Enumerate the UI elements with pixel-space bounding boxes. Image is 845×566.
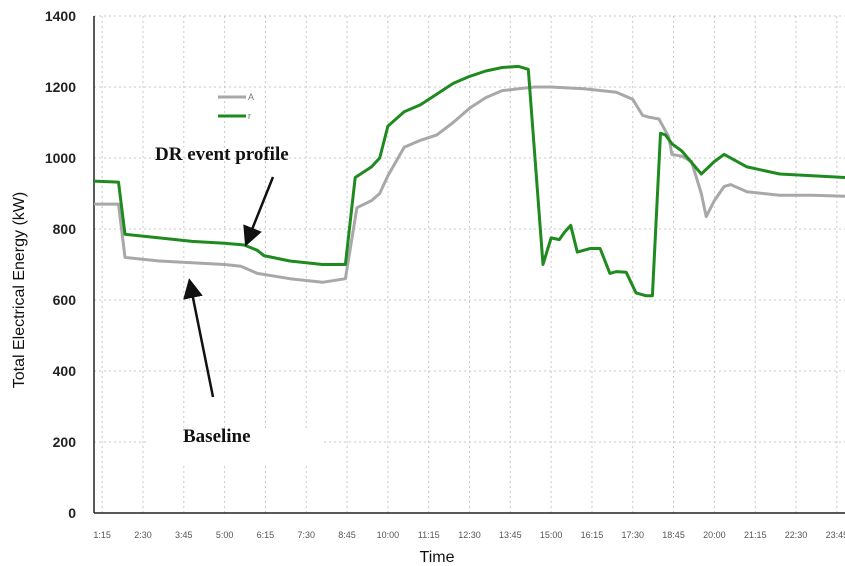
y-axis-label: Total Electrical Energy (kW) [11,192,28,389]
y-tick-label: 200 [53,434,77,450]
grid [94,15,845,513]
y-tick-label: 800 [53,221,77,237]
x-tick-label: 22:30 [785,530,808,540]
y-tick-label: 0 [68,505,76,521]
legend-label-r: r [248,111,251,121]
y-tick-label: 1000 [45,150,76,166]
x-tick-label: 10:00 [377,530,400,540]
x-tick-label: 12:30 [458,530,481,540]
annotation-baseline: Baseline [183,426,251,447]
x-tick-label: 16:15 [581,530,604,540]
x-tick-label: 20:00 [703,530,726,540]
x-tick-label: 2:30 [134,530,152,540]
series-group [93,64,845,298]
x-tick-label: 5:00 [216,530,234,540]
x-tick-label: 17:30 [621,530,644,540]
annotation-arrow-baseline [183,278,215,398]
axes [93,16,845,514]
legend-label-a: A [248,92,254,102]
y-tick-label: 600 [53,292,77,308]
x-tick-label: 8:45 [338,530,356,540]
annotation-arrow-dr-event [243,176,275,247]
y-tick-label: 400 [53,363,77,379]
y-tick-label: 1200 [45,79,76,95]
x-tick-label: 6:15 [257,530,275,540]
x-tick-label: 7:30 [297,530,315,540]
x-tick-label: 15:00 [540,530,563,540]
x-tick-label: 13:45 [499,530,522,540]
y-tick-labels: 0 200 400 600 800 1000 1200 1400 [45,8,76,521]
x-tick-label: 1:15 [93,530,111,540]
baseline-label-box [146,428,322,464]
annotation-dr-event-profile: DR event profile [155,144,289,165]
x-axis-label: Time [420,549,455,566]
y-tick-label: 1400 [45,8,76,24]
x-tick-label: 23:45 [826,530,845,540]
x-tick-label: 11:15 [418,530,440,540]
x-tick-label: 3:45 [175,530,193,540]
series-line-r [93,64,845,298]
series-line-a [94,85,845,284]
x-tick-label: 18:45 [662,530,685,540]
x-tick-label: 21:15 [744,530,767,540]
x-tick-labels: 1:15 2:30 3:45 5:00 6:15 7:30 8:45 10:00 11:15 12… [93,530,845,540]
legend: A r [218,92,254,121]
